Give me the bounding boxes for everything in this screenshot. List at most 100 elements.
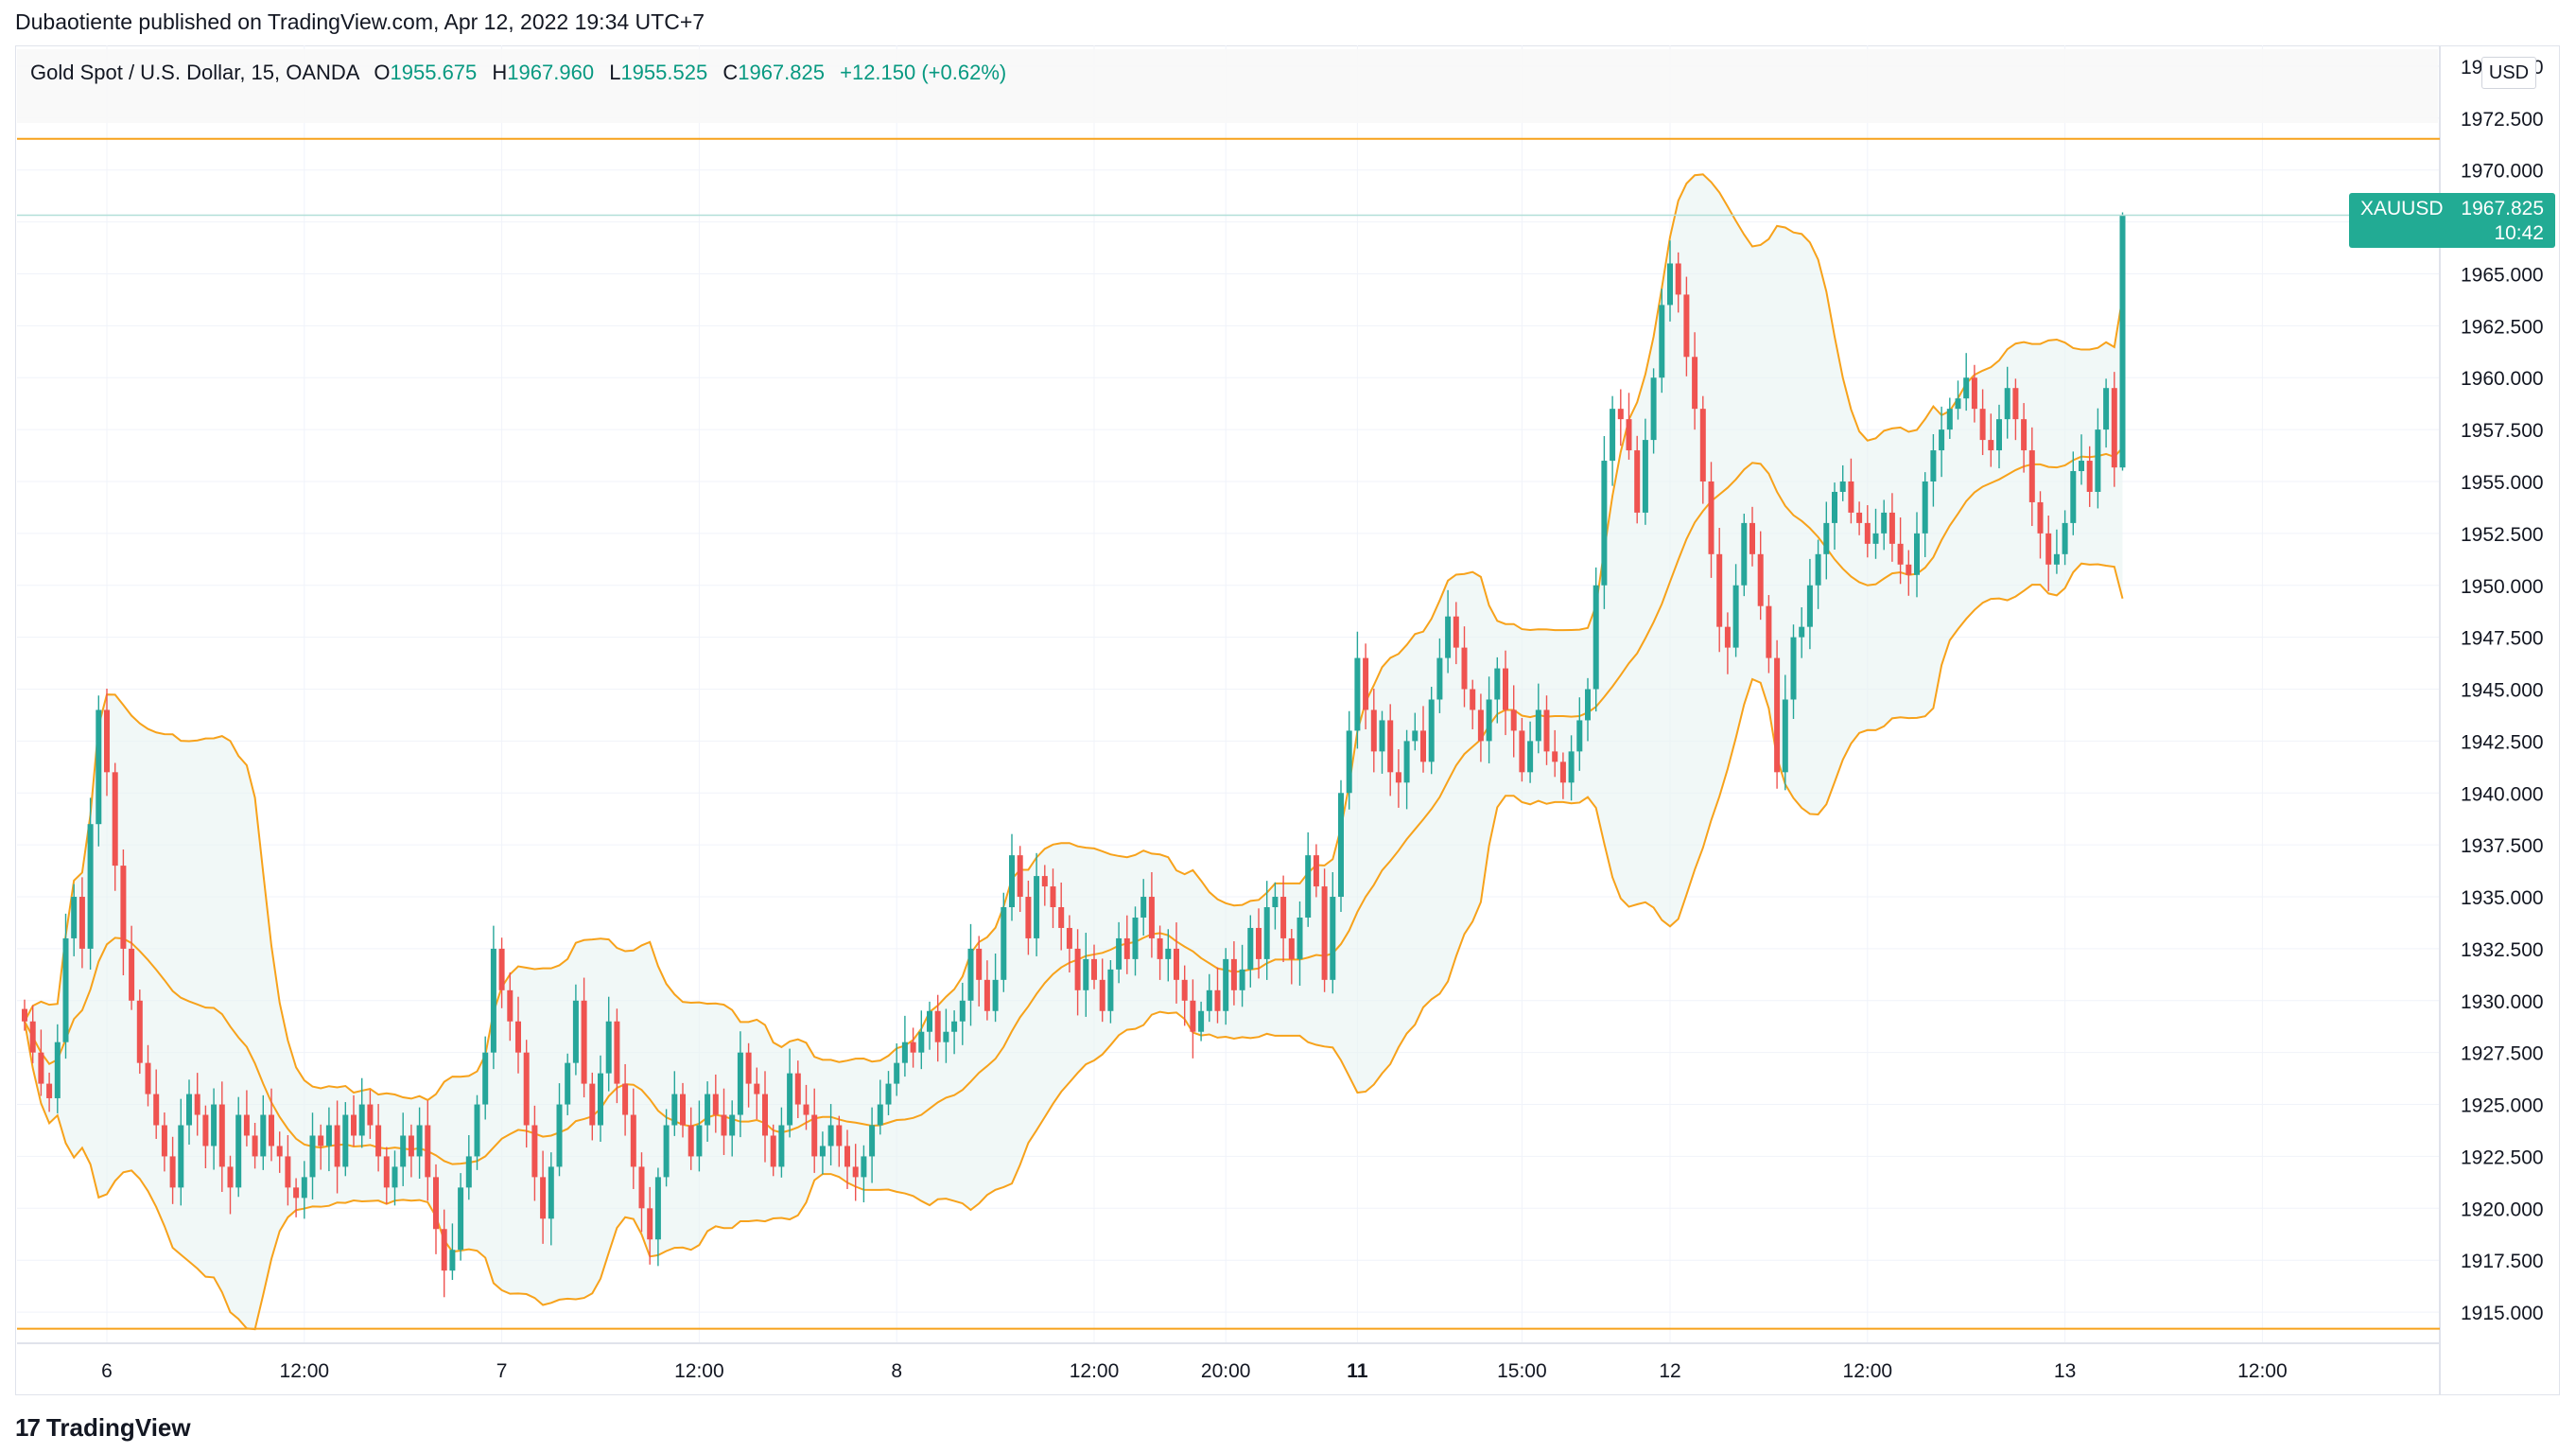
candle-body [260, 1114, 267, 1157]
candle-body [1174, 948, 1179, 980]
candle-body [844, 1146, 850, 1167]
candle-body [1230, 958, 1237, 990]
low-value: 1955.525 [620, 61, 708, 84]
candle-body [252, 1135, 258, 1157]
candle-body [852, 1166, 859, 1178]
candle-body [614, 1021, 620, 1084]
candle-body [1123, 937, 1130, 959]
candle-body [548, 1166, 554, 1219]
change-value: +12.150 (+0.62%) [840, 61, 1007, 84]
candle-body [983, 979, 990, 1011]
price-axis-label: 1955.000 [2461, 472, 2544, 494]
candle-body [1757, 553, 1764, 606]
candle-body [2045, 533, 2052, 565]
candle-body [754, 1083, 760, 1094]
candle-body [572, 1000, 579, 1063]
price-axis-label: 1947.500 [2461, 628, 2544, 650]
candle-body [967, 948, 974, 1001]
candle-body [2062, 522, 2068, 554]
price-axis-label: 1937.500 [2461, 835, 2544, 857]
candle-body [901, 1042, 908, 1063]
candle-body [654, 1177, 661, 1240]
candle-body [1387, 720, 1394, 773]
candle-body [1363, 657, 1369, 710]
candle-body [622, 1083, 629, 1115]
candle-body [1206, 989, 1212, 1011]
candle-body [696, 1125, 703, 1157]
candle-body [449, 1250, 456, 1271]
candle-body [894, 1062, 900, 1084]
candle-body [1280, 897, 1287, 938]
candle-body [1832, 491, 1837, 523]
candle-body [358, 1104, 365, 1136]
candle-body [383, 1156, 390, 1188]
candle-body [1806, 585, 1813, 627]
currency-selector[interactable]: USD [2481, 57, 2536, 89]
candle-body [2095, 429, 2101, 492]
candle-body [309, 1135, 316, 1178]
candle-body [2070, 471, 2077, 523]
candle-body [976, 948, 983, 980]
candle-body [1453, 616, 1459, 648]
candle-body [992, 979, 999, 1011]
candle-body [1436, 657, 1443, 700]
candle-body [1617, 409, 1624, 420]
candle-body [1116, 937, 1123, 970]
tradingview-logo[interactable]: 17 TradingView [15, 1413, 191, 1443]
last-price-tag: XAUUSD 1967.825 10:42 [2349, 193, 2555, 248]
candle-body [770, 1135, 776, 1167]
candle-body [1610, 409, 1616, 462]
candle-body [169, 1156, 176, 1188]
candle-body [951, 1021, 958, 1032]
candle-body [811, 1114, 818, 1157]
candle-body [425, 1125, 431, 1178]
price-axis-label: 1960.000 [2461, 368, 2544, 390]
candle-body [1782, 699, 1788, 773]
candle-body [1461, 647, 1468, 690]
candle-body [1503, 668, 1508, 710]
candle-body [2021, 419, 2028, 451]
chart-frame [15, 45, 2560, 1395]
candle-body [1815, 553, 1821, 586]
candle-body [1305, 855, 1312, 918]
candle-body [1888, 512, 1895, 544]
candle-body [194, 1094, 200, 1115]
candle-body [581, 1000, 587, 1084]
candle-body [2079, 461, 2084, 472]
candle-body [943, 1031, 949, 1042]
time-axis-label: 8 [891, 1360, 902, 1382]
candle-body [1741, 522, 1748, 586]
time-axis-label: 12:00 [2237, 1360, 2288, 1382]
candle-body [540, 1177, 547, 1219]
candle-body [1872, 533, 1879, 544]
time-axis-label: 7 [496, 1360, 508, 1382]
symbol-name[interactable]: Gold Spot / U.S. Dollar, 15, OANDA [30, 61, 359, 84]
candle-body [1099, 979, 1105, 1011]
candle-body [794, 1073, 801, 1105]
candle-body [1214, 989, 1221, 1011]
candle-body [2053, 553, 2060, 565]
time-axis-label: 12:00 [280, 1360, 330, 1382]
tradingview-mark-icon: 17 [15, 1413, 41, 1442]
candle-body [934, 1010, 941, 1042]
candle-body [1559, 762, 1566, 783]
candle-body [1535, 709, 1541, 742]
candle-body [482, 1052, 489, 1105]
candle-body [565, 1062, 571, 1105]
low-label: L [609, 61, 621, 84]
candle-body [680, 1094, 686, 1126]
candle-body [1445, 616, 1452, 658]
candle-body [1766, 605, 1772, 658]
time-axis-label: 12 [1659, 1360, 1680, 1382]
close-value: 1967.825 [738, 61, 825, 84]
candle-body [227, 1166, 234, 1188]
candle-body [1675, 263, 1681, 295]
candle-body [1041, 876, 1048, 887]
candle-body [1519, 730, 1525, 773]
candle-body [705, 1094, 711, 1126]
candle-body [1593, 585, 1599, 690]
candle-body [1486, 699, 1492, 742]
candle-body [293, 1187, 300, 1199]
candle-body [1148, 897, 1155, 938]
